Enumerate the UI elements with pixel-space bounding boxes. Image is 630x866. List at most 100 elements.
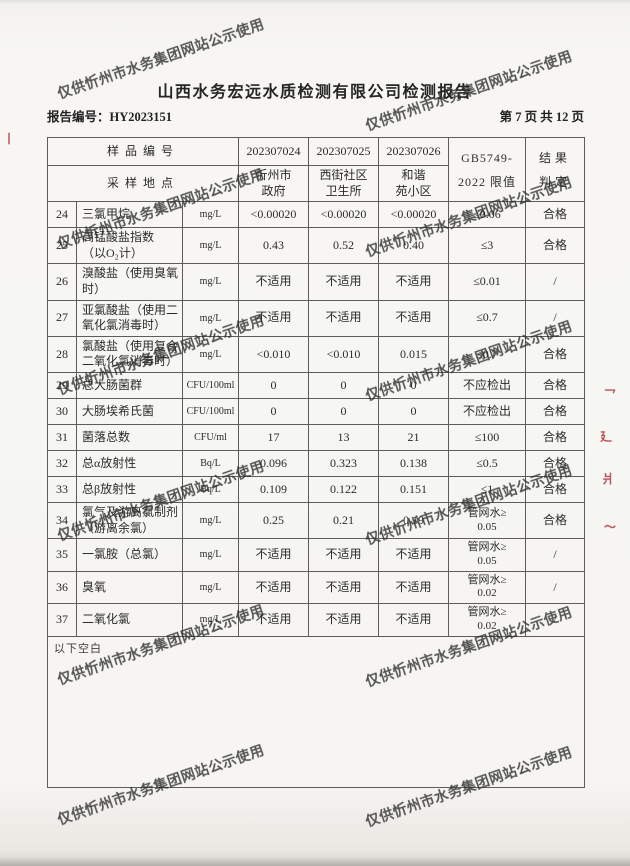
red-edge-mark: 廴: [600, 430, 613, 444]
unit-cell: mg/L: [181, 335, 240, 373]
table-row: 24 三氯甲烷 mg/L <0.00020 <0.00020 <0.00020 ≤0.06 合…: [47, 201, 586, 229]
value-cell-sample-3: 不适用: [378, 603, 450, 637]
value-cell-sample-2: 0.122: [308, 475, 380, 503]
table-row: 25 高锰酸盐指数 （以O₂计） mg/L 0.43 0.52 0.40 ≤3 合格: [47, 227, 586, 265]
table-row: 26 溴酸盐（使用臭氧 时） mg/L 不适用 不适用 不适用 ≤0.01/: [47, 263, 586, 301]
value-cell-sample-2: <0.010: [308, 335, 380, 373]
row-number-cell: 30: [47, 397, 77, 425]
sample-id-cell-2: 202307025: [308, 137, 380, 166]
value-cell-sample-3: 0.19: [378, 501, 450, 540]
table-header: 样品编号 202307024 202307025 202307026 GB574…: [46, 136, 586, 203]
limit-cell: ≤0.7: [448, 335, 527, 373]
value-cell-sample-1: 不适用: [238, 603, 310, 637]
row-number-cell: 29: [47, 371, 77, 399]
table-footer: 以下空白: [46, 635, 586, 788]
row-number-cell: 37: [47, 603, 77, 637]
item-name-cell: 三氯甲烷: [76, 201, 183, 229]
value-cell-sample-3: 0.151: [378, 475, 450, 503]
sample-id-label-cell: 样品编号: [46, 137, 240, 166]
value-cell-sample-1: 不适用: [238, 299, 310, 337]
limit-cell: ≤100: [448, 423, 527, 451]
table-row: 31 菌落总数 CFU/ml 17 13 21 ≤100 合格: [47, 423, 586, 451]
value-cell-sample-3: 0.015: [378, 335, 450, 373]
value-cell-sample-2: 不适用: [308, 570, 380, 605]
item-name-cell: 总β放射性: [76, 475, 183, 503]
page-indicator: 第 7 页 共 12 页: [499, 110, 584, 124]
result-cell: /: [525, 603, 586, 637]
row-number-cell: 33: [47, 475, 77, 503]
result-cell: /: [525, 263, 586, 301]
row-number-cell: 25: [47, 227, 77, 265]
row-number-cell: 34: [47, 501, 77, 540]
scan-top-edge: [0, 0, 630, 4]
row-number-cell: 27: [47, 299, 77, 337]
item-name-cell: 总大肠菌群: [76, 371, 183, 399]
unit-cell: mg/L: [181, 227, 240, 265]
limit-cell: 管网水≥ 0.02: [448, 603, 527, 637]
value-cell-sample-3: 21: [378, 423, 450, 451]
unit-cell: mg/L: [181, 603, 240, 637]
value-cell-sample-1: 17: [238, 423, 310, 451]
value-cell-sample-2: 0.52: [308, 227, 380, 265]
value-cell-sample-3: 0: [378, 397, 450, 425]
value-cell-sample-3: 不适用: [378, 263, 450, 301]
table-row: 34 氯气及游离氯制剂 （游离余氯） mg/L 0.25 0.21 0.19 管网水≥ 0.…: [47, 501, 586, 540]
value-cell-sample-1: 不适用: [238, 570, 310, 605]
item-name-cell: 溴酸盐（使用臭氧 时）: [76, 263, 183, 301]
item-name-cell: 氯气及游离氯制剂 （游离余氯）: [76, 501, 183, 540]
row-number-cell: 35: [47, 538, 77, 572]
table-row: 32 总α放射性 Bq/L 0.096 0.323 0.138 ≤0.5 合格: [47, 449, 586, 477]
result-cell: 合格: [525, 501, 586, 540]
unit-cell: mg/L: [181, 201, 240, 229]
table-row: 27 亚氯酸盐（使用二 氧化氯消毒时） mg/L 不适用 不适用 不适用 ≤0.7/: [47, 299, 586, 337]
row-number-cell: 32: [47, 449, 77, 477]
limit-cell: 不应检出: [448, 371, 527, 399]
limit-cell: ≤0.5: [448, 449, 527, 477]
report-meta-row: 报告编号：HY2023151 第 7 页 共 12 页: [47, 106, 584, 125]
item-name-cell: 高锰酸盐指数 （以O₂计）: [76, 227, 183, 265]
item-name-cell: 一氯胺（总氯）: [76, 538, 183, 572]
value-cell-sample-1: 0: [238, 371, 310, 399]
value-cell-sample-1: <0.00020: [238, 201, 310, 229]
unit-cell: CFU/ml: [181, 423, 240, 451]
unit-cell: Bq/L: [181, 449, 240, 477]
sample-id-cell-3: 202307026: [378, 137, 450, 166]
result-cell: 合格: [525, 201, 586, 229]
scan-bottom-edge: [0, 857, 630, 866]
table-body: 24 三氯甲烷 mg/L <0.00020 <0.00020 <0.00020 ≤0.06 合…: [47, 201, 586, 637]
limit-cell: ≤0.01: [448, 263, 527, 301]
result-cell: 合格: [525, 475, 586, 503]
unit-cell: CFU/100ml: [181, 397, 240, 425]
report-number: 报告编号：HY2023151: [47, 110, 173, 124]
value-cell-sample-2: 0: [308, 371, 380, 399]
value-cell-sample-2: 不适用: [308, 603, 380, 637]
row-number-cell: 31: [47, 423, 77, 451]
item-name-cell: 菌落总数: [76, 423, 183, 451]
row-number-cell: 28: [47, 335, 77, 373]
red-edge-mark: 乛: [604, 388, 617, 402]
value-cell-sample-1: 不适用: [238, 263, 310, 301]
value-cell-sample-3: 不适用: [378, 570, 450, 605]
result-cell: 合格: [525, 227, 586, 265]
unit-cell: mg/L: [181, 263, 240, 301]
unit-cell: mg/L: [181, 538, 240, 572]
below-blank-cell: 以下空白: [46, 635, 586, 788]
location-cell-1: 忻州市 政府: [238, 164, 310, 203]
red-edge-mark: 〜: [604, 520, 617, 534]
sampling-location-label-cell: 采样地点: [46, 164, 240, 203]
red-edge-mark: 爿: [602, 472, 615, 486]
value-cell-sample-2: 不适用: [308, 299, 380, 337]
limit-cell: ≤0.06: [448, 201, 527, 229]
table-row: 33 总β放射性 Bq/L 0.109 0.122 0.151 ≤1 合格: [47, 475, 586, 503]
sample-id-cell-1: 202307024: [238, 137, 310, 166]
limit-cell: 管网水≥ 0.05: [448, 538, 527, 572]
value-cell-sample-1: 0.43: [238, 227, 310, 265]
value-cell-sample-1: <0.010: [238, 335, 310, 373]
limit-cell: 管网水≥ 0.05: [448, 501, 527, 540]
report-title: 山西水务宏远水质检测有限公司检测报告: [157, 84, 473, 101]
item-name-cell: 二氧化氯: [76, 603, 183, 637]
table-row: 29 总大肠菌群 CFU/100ml 0 0 0 不应检出 合格: [47, 371, 586, 399]
value-cell-sample-2: <0.00020: [308, 201, 380, 229]
unit-cell: Bq/L: [181, 475, 240, 503]
item-name-cell: 亚氯酸盐（使用二 氧化氯消毒时）: [76, 299, 183, 337]
